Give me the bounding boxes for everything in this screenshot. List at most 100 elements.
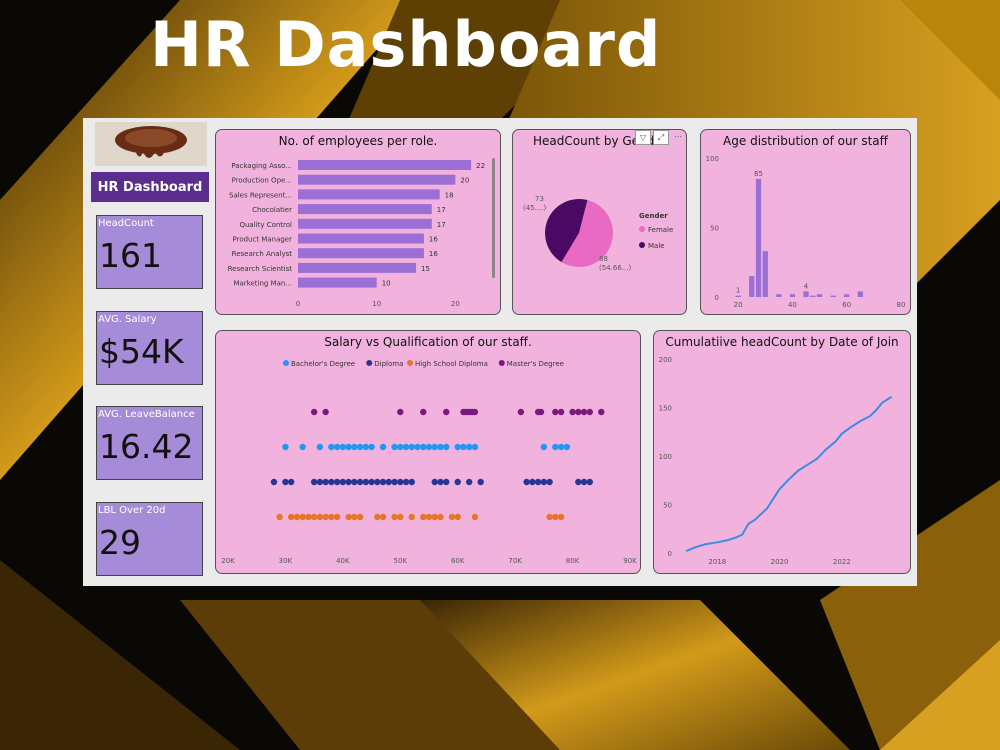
scatter-point — [408, 443, 415, 451]
scatter-point — [443, 478, 450, 486]
scatter-point — [328, 513, 335, 521]
bar — [298, 277, 377, 288]
x-tick-label: 90K — [623, 557, 637, 565]
bar — [298, 174, 456, 185]
focus-mode-icon[interactable]: ⤢ — [653, 130, 669, 145]
kpi-label: LBL Over 20d — [98, 505, 166, 516]
cumulative-line — [685, 395, 893, 553]
scatter-point — [454, 443, 461, 451]
scatter-point — [339, 443, 347, 451]
visual-header-icons: ▽ ⤢ ⋯ — [635, 130, 687, 145]
bar — [762, 251, 768, 297]
bar-category-label: Packaging Asso... — [231, 162, 292, 170]
y-tick-label: 200 — [659, 356, 672, 364]
scatter-point — [356, 513, 364, 521]
age-distribution-chart[interactable]: Age distribution of our staff 0 50 100 1 85 4… — [700, 129, 911, 315]
scatter-point — [546, 513, 553, 521]
scatter-point — [420, 408, 427, 416]
x-tick-label: 2018 — [708, 558, 726, 566]
scatter-point — [598, 408, 605, 416]
bar — [789, 294, 796, 297]
scatter-svg: Bachelor's Degree Diploma High School Dipl… — [221, 360, 637, 565]
kpi-lbl-over-20d-card: LBL Over 20d 29 — [96, 502, 203, 576]
bar-data-label: 85 — [754, 170, 763, 178]
scatter-point — [345, 478, 352, 486]
scatter-point — [328, 443, 335, 451]
scatter-point — [552, 408, 559, 416]
bar-data-label: 17 — [437, 206, 446, 214]
filter-icon[interactable]: ▽ — [635, 130, 651, 145]
nav-dashboard-button[interactable]: HR Dashboard — [91, 172, 209, 202]
scatter-point — [431, 443, 438, 451]
scatter-point — [575, 408, 582, 416]
scatter-point — [287, 513, 295, 521]
bar — [816, 294, 823, 297]
bar-data-label: 16 — [429, 236, 438, 244]
scatter-point — [345, 443, 352, 451]
scatter-point — [328, 478, 335, 486]
bar — [298, 189, 440, 200]
scatter-point — [437, 513, 444, 521]
legend-label: Female — [648, 226, 673, 234]
scatter-point — [391, 443, 398, 451]
legend-title: Gender — [639, 212, 668, 220]
scatter-point — [333, 443, 341, 451]
scatter-point — [316, 478, 324, 486]
scatter-point — [397, 513, 404, 521]
headcount-by-gender-chart[interactable]: HeadCount by Gender 88 (54.66...) 73 (45...… — [512, 129, 687, 315]
scatter-point — [391, 478, 398, 486]
scatter-point — [552, 513, 559, 521]
scatter-point — [305, 513, 312, 521]
chart-title: No. of employees per role. — [278, 134, 438, 148]
roles-bar-svg: Packaging Asso... 22 Production Ope... 20 Sa… — [228, 158, 495, 308]
scatter-point — [471, 443, 479, 451]
bar-category-label: Production Ope... — [232, 177, 292, 185]
scatter-point — [310, 513, 318, 521]
chocolate-logo-icon — [115, 126, 187, 158]
scatter-point — [333, 513, 341, 521]
bar — [298, 248, 424, 259]
scatter-point — [299, 443, 306, 451]
legend-marker — [366, 360, 373, 366]
scatter-point — [322, 408, 329, 416]
bar — [749, 276, 755, 297]
scatter-point — [437, 478, 444, 486]
scatter-point — [322, 478, 329, 486]
kpi-value: 16.42 — [99, 427, 194, 466]
scatter-point — [460, 443, 467, 451]
scatter-point — [586, 408, 593, 416]
y-tick-label: 100 — [659, 453, 672, 461]
scatter-point — [310, 408, 318, 416]
more-options-icon[interactable]: ⋯ — [674, 132, 682, 141]
bar — [298, 160, 472, 170]
scatter-point — [333, 478, 341, 486]
salary-vs-qualification-chart[interactable]: Salary vs Qualification of our staff. Ba… — [215, 330, 641, 574]
scatter-point — [287, 478, 295, 486]
bar — [298, 204, 432, 215]
bar — [830, 295, 836, 297]
legend-label: High School Diploma — [415, 360, 488, 368]
employees-per-role-chart[interactable]: No. of employees per role. Packaging Ass… — [215, 129, 501, 315]
bar-data-label: 1 — [736, 287, 740, 295]
pie-slice — [545, 199, 588, 263]
scatter-point — [414, 443, 421, 451]
bar-category-label: Chocolatier — [252, 206, 292, 214]
scatter-point — [339, 478, 347, 486]
bar-data-label: 15 — [421, 265, 430, 273]
scatter-point — [316, 443, 324, 451]
scatter-point — [368, 478, 375, 486]
scatter-point — [299, 513, 306, 521]
scatter-point — [471, 513, 479, 521]
scatter-point — [356, 478, 364, 486]
pie-data-label: (45....) — [523, 204, 547, 212]
kpi-headcount-card: HeadCount 161 — [96, 215, 203, 289]
scatter-point — [397, 478, 404, 486]
x-tick-label: 80K — [566, 557, 580, 565]
bar-data-label: 16 — [429, 250, 438, 258]
pie-data-label: 73 — [535, 195, 544, 203]
cumulative-headcount-chart[interactable]: Cumulatiive headCount by Date of Join 0 5… — [653, 330, 911, 574]
bar-data-label: 4 — [804, 282, 809, 290]
legend-marker — [639, 226, 645, 232]
scatter-point — [276, 513, 283, 521]
kpi-avg-salary-card: AVG. Salary $54K — [96, 311, 203, 385]
